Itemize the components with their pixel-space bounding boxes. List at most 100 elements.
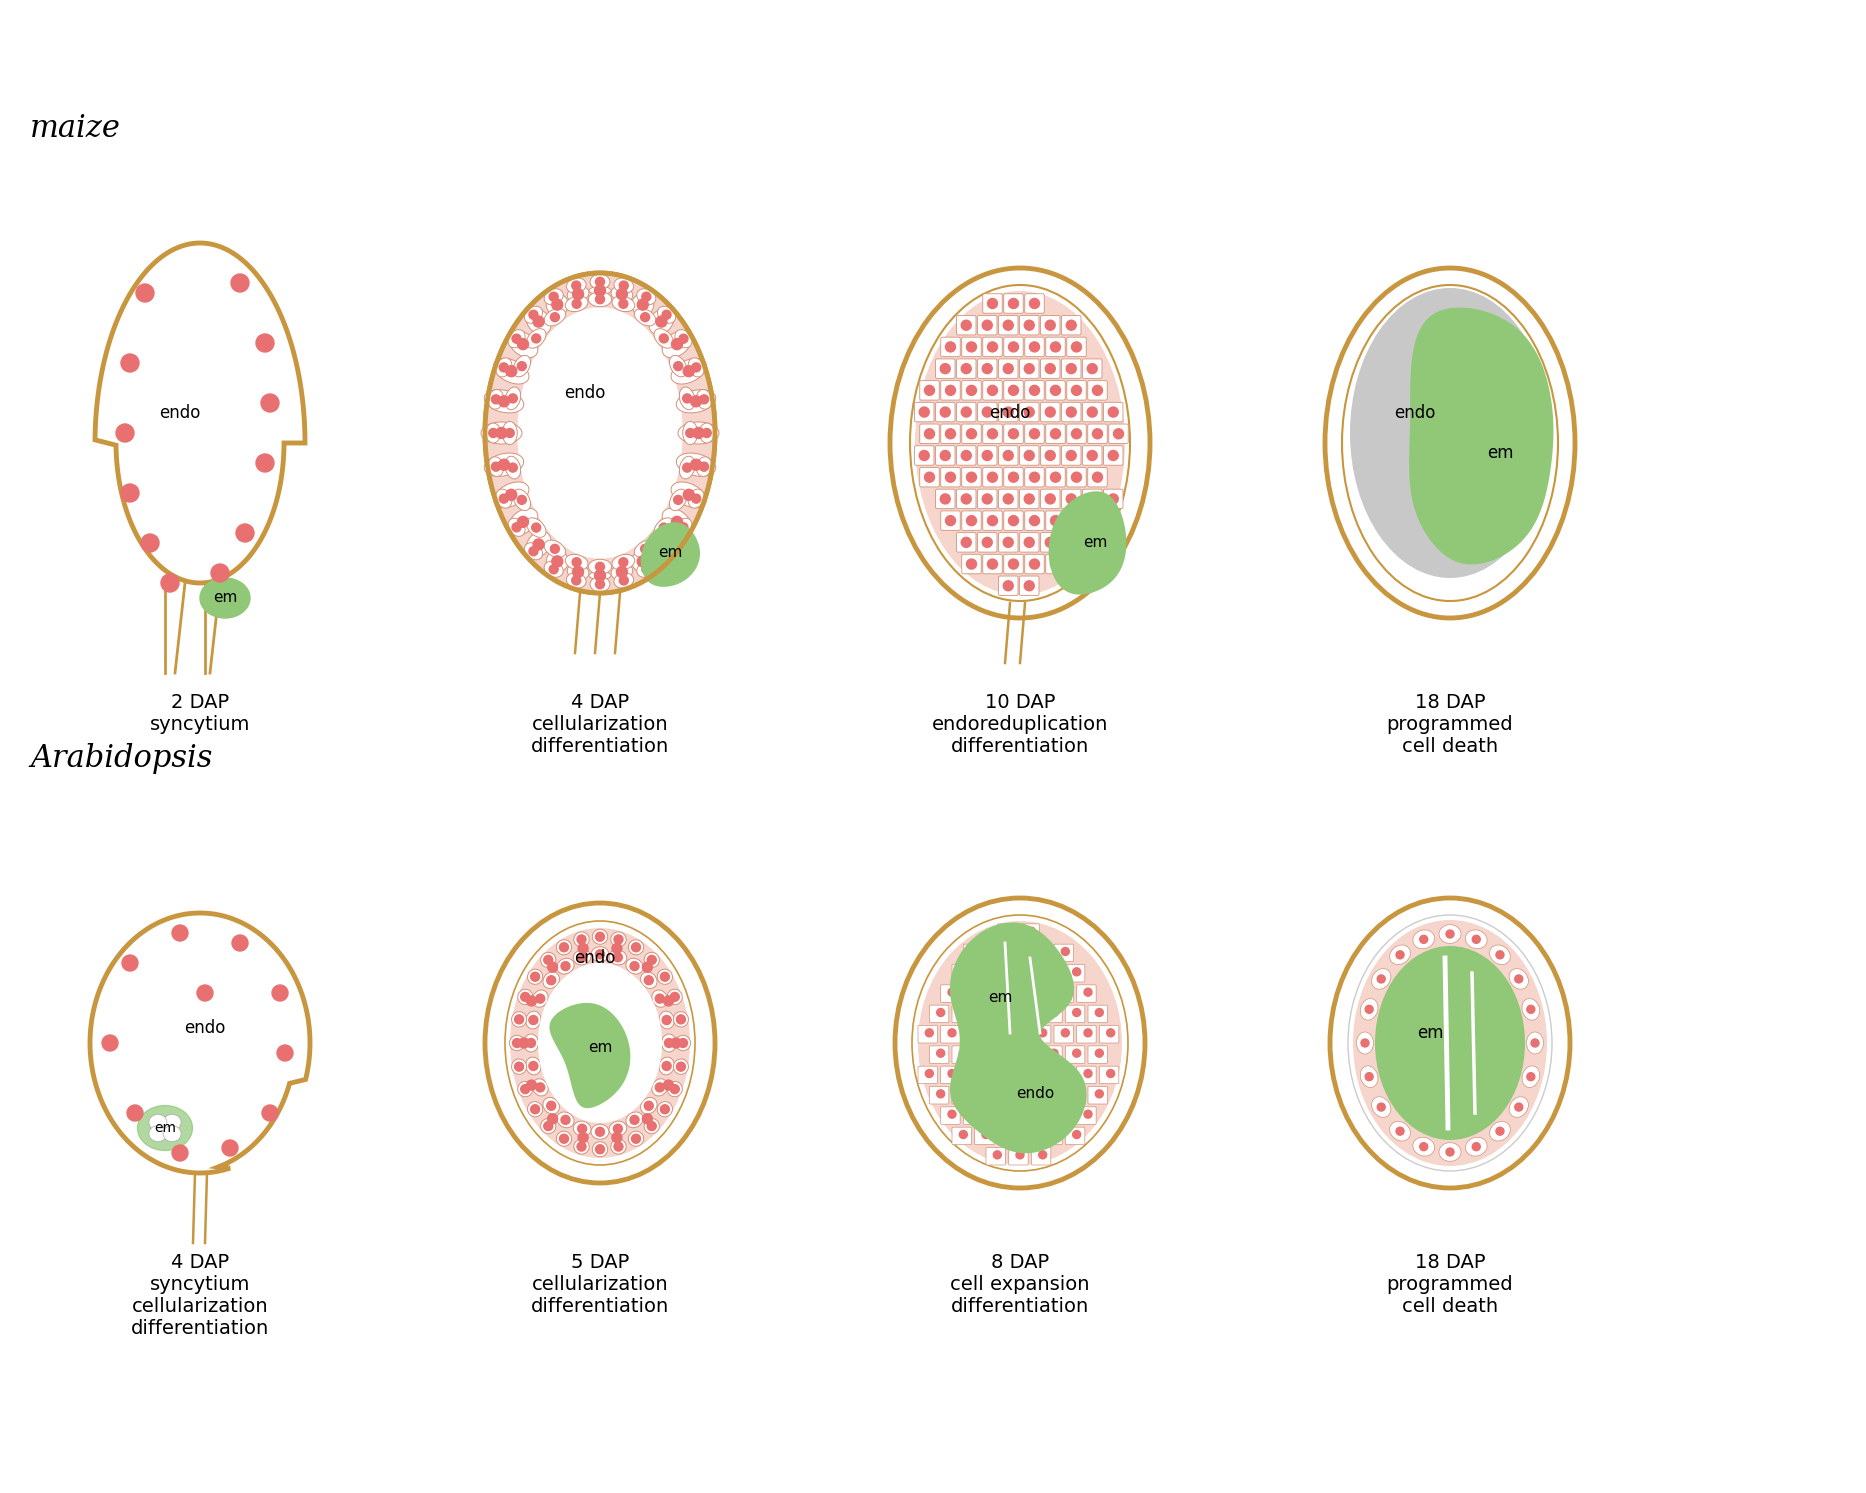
FancyBboxPatch shape xyxy=(1062,358,1080,378)
Circle shape xyxy=(489,428,498,437)
FancyBboxPatch shape xyxy=(1019,446,1039,466)
FancyBboxPatch shape xyxy=(952,1127,972,1145)
Circle shape xyxy=(664,1079,674,1090)
Circle shape xyxy=(121,354,138,372)
Circle shape xyxy=(1051,385,1060,396)
Circle shape xyxy=(1071,472,1082,482)
Circle shape xyxy=(661,972,670,981)
Circle shape xyxy=(552,555,564,567)
Circle shape xyxy=(982,451,993,460)
Circle shape xyxy=(1008,342,1019,352)
FancyBboxPatch shape xyxy=(1103,446,1123,466)
Circle shape xyxy=(1024,408,1034,417)
Ellipse shape xyxy=(545,309,565,325)
Circle shape xyxy=(982,364,993,373)
Circle shape xyxy=(235,524,254,542)
FancyBboxPatch shape xyxy=(985,1106,1006,1124)
Ellipse shape xyxy=(588,291,612,306)
Circle shape xyxy=(491,463,500,472)
Text: 8 DAP
cell expansion
differentiation: 8 DAP cell expansion differentiation xyxy=(950,1253,1090,1315)
FancyBboxPatch shape xyxy=(1032,944,1051,961)
Ellipse shape xyxy=(679,457,694,479)
Ellipse shape xyxy=(537,963,662,1123)
Ellipse shape xyxy=(625,1112,644,1127)
Ellipse shape xyxy=(614,573,634,588)
FancyBboxPatch shape xyxy=(1045,511,1065,530)
Circle shape xyxy=(1073,1008,1080,1017)
Circle shape xyxy=(937,1090,944,1097)
Circle shape xyxy=(982,408,993,417)
FancyBboxPatch shape xyxy=(957,315,976,334)
Ellipse shape xyxy=(524,306,543,324)
Circle shape xyxy=(532,523,541,532)
Circle shape xyxy=(121,956,138,970)
Circle shape xyxy=(1004,1090,1013,1097)
Circle shape xyxy=(1028,1130,1036,1139)
Ellipse shape xyxy=(1510,1097,1528,1117)
Circle shape xyxy=(1062,948,1069,956)
Ellipse shape xyxy=(610,932,627,947)
FancyBboxPatch shape xyxy=(978,446,996,466)
Ellipse shape xyxy=(545,540,565,557)
Ellipse shape xyxy=(608,1121,627,1136)
Circle shape xyxy=(937,1050,944,1057)
Circle shape xyxy=(959,967,967,976)
Circle shape xyxy=(993,988,1002,996)
Ellipse shape xyxy=(633,551,653,572)
FancyBboxPatch shape xyxy=(1045,381,1065,400)
Circle shape xyxy=(1396,1127,1403,1135)
Circle shape xyxy=(506,490,517,500)
Ellipse shape xyxy=(567,278,586,293)
Ellipse shape xyxy=(657,306,675,324)
Ellipse shape xyxy=(502,421,517,445)
Ellipse shape xyxy=(565,554,588,570)
Ellipse shape xyxy=(1439,1142,1461,1162)
FancyBboxPatch shape xyxy=(983,381,1002,400)
Ellipse shape xyxy=(526,518,547,537)
Ellipse shape xyxy=(509,1035,524,1051)
Circle shape xyxy=(970,1069,978,1078)
Circle shape xyxy=(1015,988,1024,996)
Circle shape xyxy=(573,558,580,567)
Circle shape xyxy=(160,573,179,593)
Circle shape xyxy=(513,1039,521,1048)
Circle shape xyxy=(142,534,159,552)
Circle shape xyxy=(491,394,500,403)
Ellipse shape xyxy=(1510,969,1528,990)
Ellipse shape xyxy=(556,939,571,956)
Circle shape xyxy=(562,1115,569,1124)
FancyBboxPatch shape xyxy=(963,1106,983,1124)
FancyBboxPatch shape xyxy=(1067,467,1086,487)
Ellipse shape xyxy=(494,358,528,384)
FancyBboxPatch shape xyxy=(1032,1106,1051,1124)
FancyBboxPatch shape xyxy=(940,1106,961,1124)
FancyBboxPatch shape xyxy=(1082,446,1103,466)
FancyBboxPatch shape xyxy=(1054,944,1073,961)
Ellipse shape xyxy=(657,1102,672,1117)
Text: endo: endo xyxy=(989,405,1030,423)
Ellipse shape xyxy=(541,953,556,967)
Circle shape xyxy=(1030,299,1039,309)
Text: endo: endo xyxy=(564,384,606,402)
FancyBboxPatch shape xyxy=(998,315,1019,334)
Circle shape xyxy=(1004,451,1013,460)
Circle shape xyxy=(1051,515,1060,526)
Circle shape xyxy=(967,385,976,396)
Circle shape xyxy=(662,1062,672,1070)
Circle shape xyxy=(231,275,248,293)
Circle shape xyxy=(700,463,709,472)
Circle shape xyxy=(946,342,955,352)
Circle shape xyxy=(198,985,213,1000)
Ellipse shape xyxy=(662,1035,677,1053)
Circle shape xyxy=(498,396,509,406)
FancyBboxPatch shape xyxy=(918,1026,937,1044)
Circle shape xyxy=(659,523,668,532)
Circle shape xyxy=(620,558,627,567)
Ellipse shape xyxy=(634,540,655,557)
Ellipse shape xyxy=(524,1035,539,1053)
Circle shape xyxy=(920,408,929,417)
FancyBboxPatch shape xyxy=(1082,402,1103,423)
FancyBboxPatch shape xyxy=(940,1066,961,1084)
Circle shape xyxy=(1045,320,1056,330)
Ellipse shape xyxy=(567,573,586,588)
